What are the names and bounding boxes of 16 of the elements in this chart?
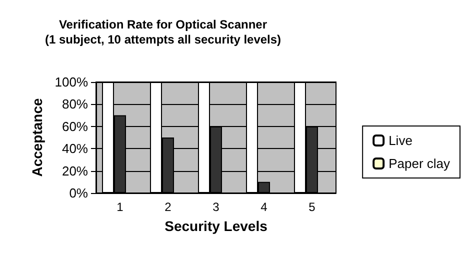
chart-title: Verification Rate for Optical Scanner (1 subject, 10 attempts all security levels) bbox=[44, 18, 282, 46]
y-tick-label: 40% bbox=[62, 141, 88, 156]
x-tick-label: 3 bbox=[212, 200, 220, 214]
y-tick-label: 20% bbox=[62, 163, 88, 178]
y-axis-title: Acceptance bbox=[28, 98, 45, 177]
x-tick-label: 4 bbox=[260, 200, 268, 214]
y-tick-label: 0% bbox=[69, 186, 88, 200]
y-tick-label: 80% bbox=[62, 96, 88, 112]
legend-label: Paper clay bbox=[388, 156, 450, 171]
x-tick-label: 1 bbox=[116, 200, 124, 214]
x-tick-label: 5 bbox=[308, 200, 316, 214]
x-tick-label: 2 bbox=[164, 200, 172, 214]
x-axis-title: Security Levels bbox=[164, 218, 268, 234]
y-tick-label: 60% bbox=[62, 118, 88, 134]
legend-label: Live bbox=[388, 133, 412, 148]
y-tick-label: 100% bbox=[54, 74, 88, 90]
